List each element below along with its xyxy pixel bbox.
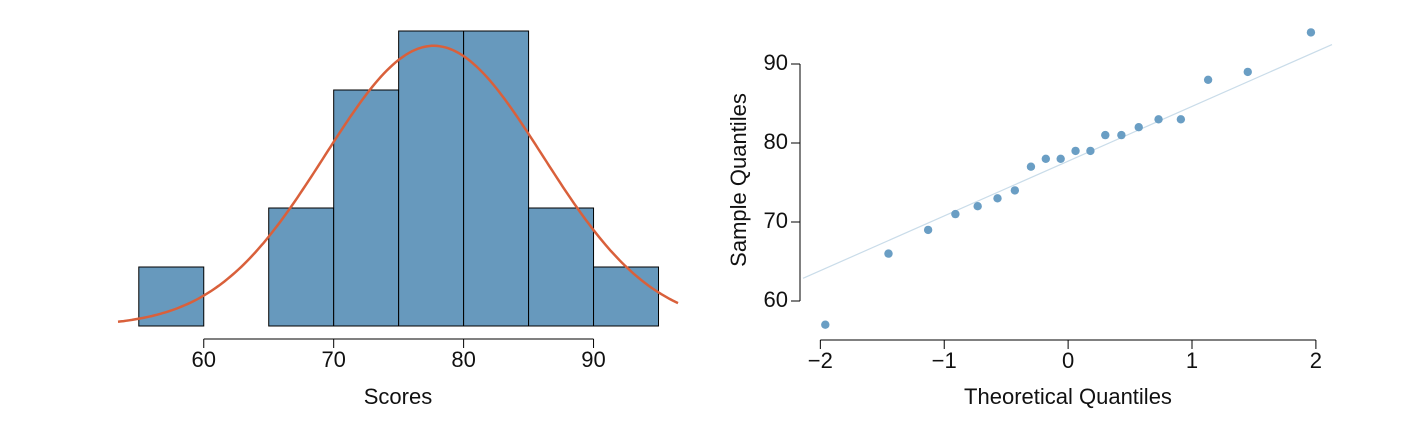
point: [1071, 146, 1080, 156]
x-tick-label: 60: [192, 347, 216, 372]
point: [993, 194, 1002, 203]
y-tick-label: 70: [764, 208, 788, 233]
bar: [333, 89, 400, 327]
x-tick-label: 1: [1186, 348, 1198, 373]
x-tick-label: 70: [321, 347, 345, 372]
bar: [463, 30, 530, 327]
x-tick-label: −1: [932, 348, 957, 373]
point: [1176, 115, 1186, 124]
point: [1056, 154, 1065, 163]
point: [884, 249, 893, 258]
bar: [528, 207, 595, 327]
point: [1101, 130, 1110, 140]
point: [1117, 130, 1126, 140]
point: [1134, 123, 1143, 132]
x-tick-label: 90: [581, 347, 605, 372]
bar: [268, 207, 335, 327]
x-tick-label: 0: [1062, 348, 1074, 373]
point: [1154, 115, 1163, 124]
y-tick-label: 60: [764, 287, 788, 312]
bar: [398, 30, 465, 327]
point: [1026, 162, 1036, 171]
point: [821, 320, 830, 329]
y-axis-label: Sample Quantiles: [726, 93, 751, 267]
normal-curve: [117, 44, 679, 323]
x-tick-label: 2: [1310, 348, 1322, 373]
point: [923, 225, 933, 235]
point: [973, 202, 982, 211]
y-tick-label: 80: [764, 129, 788, 154]
x-tick-label: 80: [451, 347, 475, 372]
x-tick-label: −2: [808, 348, 833, 373]
y-tick-label: 90: [764, 50, 788, 75]
point: [1086, 146, 1095, 156]
point: [1041, 154, 1051, 163]
x-axis-label: Scores: [364, 384, 432, 409]
bar: [593, 266, 660, 327]
point: [1010, 186, 1020, 195]
point: [951, 209, 960, 219]
point: [1243, 67, 1252, 77]
x-axis-label: Theoretical Quantiles: [964, 384, 1172, 409]
point: [1203, 75, 1213, 85]
qq-line: [802, 44, 1333, 279]
point: [1306, 28, 1316, 37]
